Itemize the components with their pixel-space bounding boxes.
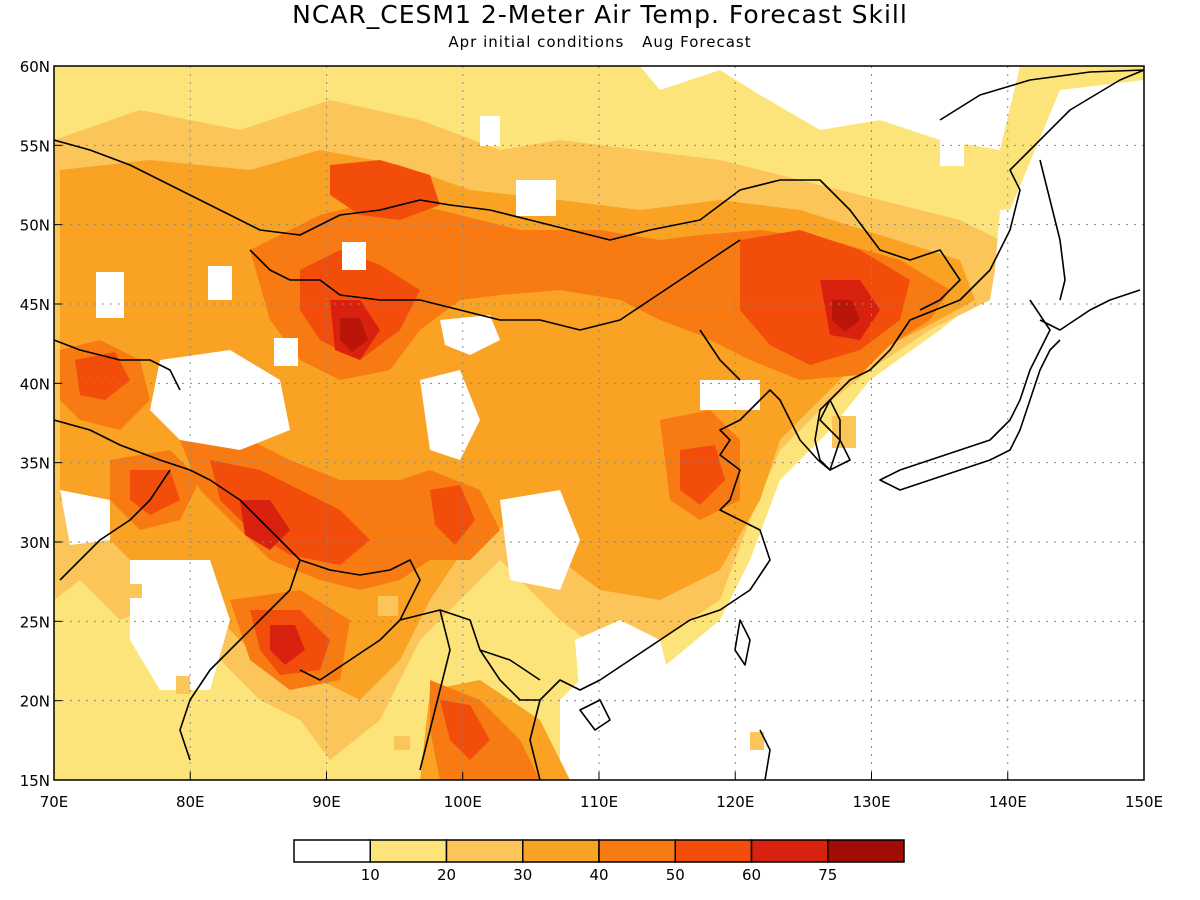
subtitle-forecast: Aug Forecast — [642, 33, 752, 51]
lat-tick-label: 15N — [20, 772, 50, 790]
colorbar-swatch — [522, 839, 600, 863]
lon-tick-label: 110E — [580, 793, 618, 811]
colorbar-labels: 10 20 30 40 50 60 75 — [361, 866, 838, 884]
lon-tick-label: 150E — [1125, 793, 1163, 811]
skill-isolated-cells — [120, 416, 856, 750]
longitude-labels: 70E 80E 90E 100E 110E 120E 130E 140E 150E — [40, 793, 1163, 811]
map-content — [54, 66, 1144, 780]
chart-subtitle: Apr initial conditions Aug Forecast — [0, 33, 1200, 51]
coastlines — [54, 69, 1144, 780]
lon-tick-label: 90E — [312, 793, 341, 811]
colorbar — [293, 839, 905, 863]
colorbar-swatch — [750, 839, 829, 863]
colorbar-label: 30 — [513, 866, 532, 884]
lat-tick-label: 30N — [20, 534, 50, 552]
colorbar-label: 75 — [818, 866, 837, 884]
axis-ticks — [53, 65, 1145, 781]
colorbar-swatch — [598, 839, 676, 863]
lon-tick-label: 100E — [444, 793, 482, 811]
colorbar-label: 50 — [666, 866, 685, 884]
lat-tick-label: 25N — [20, 613, 50, 631]
colorbar-swatch — [293, 839, 371, 863]
lat-tick-label: 20N — [20, 693, 50, 711]
lon-tick-label: 130E — [852, 793, 890, 811]
colorbar-swatch — [445, 839, 524, 863]
colorbar-label: 20 — [437, 866, 456, 884]
lat-tick-label: 50N — [20, 217, 50, 235]
skill-field — [54, 66, 1144, 780]
colorbar-swatch — [674, 839, 753, 863]
lon-tick-label: 70E — [40, 793, 69, 811]
lat-tick-label: 60N — [20, 58, 50, 76]
colorbar-label: 10 — [361, 866, 380, 884]
lon-tick-label: 140E — [989, 793, 1027, 811]
subtitle-init: Apr initial conditions — [448, 33, 625, 51]
latitude-labels: 15N 20N 25N 30N 35N 40N 45N 50N 55N 60N — [20, 58, 50, 790]
skill-blank-cells — [60, 116, 1144, 780]
lon-tick-label: 80E — [176, 793, 205, 811]
lat-tick-label: 35N — [20, 455, 50, 473]
lon-tick-label: 120E — [716, 793, 754, 811]
skill-level-75 — [340, 300, 860, 352]
chart-title: NCAR_CESM1 2-Meter Air Temp. Forecast Sk… — [292, 0, 908, 29]
lat-tick-label: 55N — [20, 137, 50, 155]
colorbar-swatch — [827, 839, 905, 863]
colorbar-label: 60 — [742, 866, 761, 884]
lat-tick-label: 40N — [20, 375, 50, 393]
colorbar-swatch — [369, 839, 448, 863]
lat-tick-label: 45N — [20, 296, 50, 314]
colorbar-label: 40 — [589, 866, 608, 884]
